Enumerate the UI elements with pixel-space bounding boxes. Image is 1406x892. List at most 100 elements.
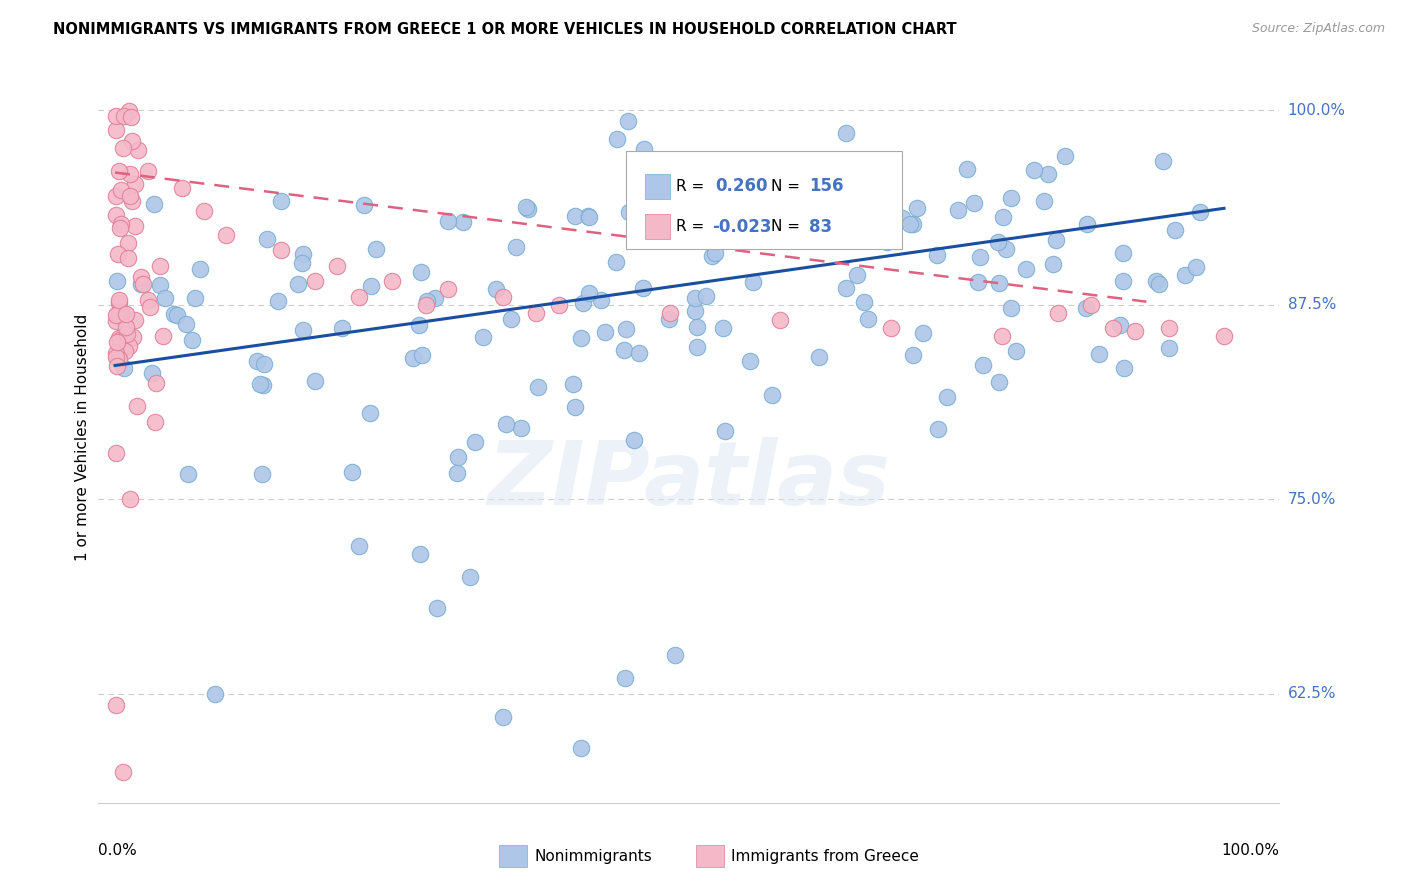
- Point: [967, 275, 990, 289]
- Text: R =: R =: [676, 219, 709, 234]
- Point: [1005, 344, 1028, 359]
- Point: [658, 305, 681, 319]
- Point: [769, 313, 792, 327]
- Point: [114, 319, 136, 334]
- Point: [741, 275, 763, 289]
- Point: [1146, 273, 1168, 287]
- Point: [834, 126, 856, 140]
- Point: [987, 276, 1010, 290]
- Point: [141, 367, 163, 381]
- Point: [509, 421, 531, 435]
- Point: [170, 181, 193, 195]
- Point: [347, 539, 370, 553]
- Point: [614, 322, 637, 336]
- Point: [149, 277, 172, 292]
- Point: [1000, 301, 1022, 316]
- Point: [1109, 318, 1132, 333]
- Point: [267, 294, 290, 309]
- Point: [446, 467, 468, 481]
- Point: [617, 114, 640, 128]
- Point: [360, 279, 382, 293]
- Point: [107, 246, 129, 260]
- Point: [900, 217, 922, 231]
- Point: [901, 217, 924, 231]
- Point: [890, 211, 912, 226]
- Text: Source: ZipAtlas.com: Source: ZipAtlas.com: [1251, 22, 1385, 36]
- Point: [1112, 246, 1135, 260]
- Text: 156: 156: [810, 178, 844, 195]
- Point: [485, 282, 508, 296]
- Point: [174, 317, 197, 331]
- Point: [120, 167, 142, 181]
- Point: [143, 197, 166, 211]
- Point: [138, 300, 160, 314]
- Point: [846, 268, 869, 282]
- Text: 100.0%: 100.0%: [1288, 103, 1346, 118]
- Point: [115, 307, 138, 321]
- Point: [111, 330, 134, 344]
- Point: [987, 376, 1010, 390]
- Point: [149, 260, 172, 274]
- Point: [631, 281, 654, 295]
- Point: [925, 248, 948, 262]
- Text: ZIPatlas: ZIPatlas: [488, 437, 890, 524]
- Point: [617, 204, 640, 219]
- Point: [112, 764, 135, 779]
- Point: [120, 492, 142, 507]
- Point: [685, 303, 707, 318]
- Text: Nonimmigrants: Nonimmigrants: [534, 849, 652, 863]
- Point: [304, 374, 326, 388]
- Text: N =: N =: [772, 179, 806, 194]
- Point: [492, 290, 515, 304]
- Point: [270, 244, 292, 258]
- Point: [107, 348, 129, 362]
- Point: [249, 377, 271, 392]
- Point: [832, 231, 855, 245]
- Point: [526, 380, 548, 394]
- Point: [1045, 233, 1067, 247]
- Point: [578, 285, 600, 300]
- Point: [1088, 347, 1111, 361]
- Point: [1076, 217, 1098, 231]
- Point: [409, 547, 432, 561]
- Point: [1076, 301, 1098, 315]
- Point: [991, 329, 1014, 343]
- Point: [127, 399, 149, 413]
- Text: 87.5%: 87.5%: [1288, 297, 1336, 312]
- Point: [253, 357, 276, 371]
- Point: [252, 378, 274, 392]
- Point: [250, 467, 273, 482]
- Text: N =: N =: [772, 219, 806, 234]
- Point: [1163, 222, 1185, 236]
- Point: [136, 164, 159, 178]
- Point: [411, 348, 433, 362]
- Point: [569, 331, 592, 345]
- Point: [1022, 162, 1045, 177]
- Point: [835, 281, 858, 295]
- Y-axis label: 1 or more Vehicles in Household: 1 or more Vehicles in Household: [75, 313, 90, 561]
- Point: [517, 202, 540, 216]
- Point: [807, 350, 830, 364]
- Point: [686, 340, 709, 354]
- Point: [105, 209, 128, 223]
- Point: [1033, 194, 1056, 208]
- Point: [110, 307, 132, 321]
- Point: [287, 277, 309, 291]
- Point: [108, 339, 131, 353]
- Point: [359, 406, 381, 420]
- Point: [291, 323, 314, 337]
- Point: [436, 282, 458, 296]
- Text: 0.0%: 0.0%: [98, 843, 138, 858]
- Point: [1112, 274, 1135, 288]
- Point: [180, 333, 202, 347]
- Point: [204, 687, 226, 701]
- Point: [664, 648, 686, 662]
- Point: [105, 274, 128, 288]
- Point: [633, 142, 655, 156]
- Point: [188, 261, 211, 276]
- Point: [1157, 341, 1180, 355]
- Point: [105, 109, 128, 123]
- Point: [105, 334, 128, 349]
- Point: [956, 162, 979, 177]
- Point: [105, 314, 128, 328]
